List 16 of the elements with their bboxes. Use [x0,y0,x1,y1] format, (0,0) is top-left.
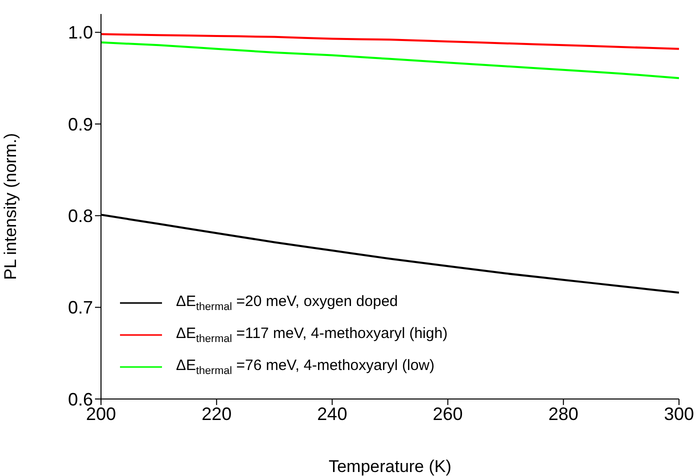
y-tick-label: 0.9 [68,114,93,134]
x-tick-label: 240 [317,404,348,424]
y-axis-title: PL intensity (norm.) [1,133,20,280]
y-tick-label: 0.8 [68,206,93,226]
line-series [101,33,679,50]
x-tick-label: 300 [664,404,694,424]
legend-label: ΔE$_{thermal}$ =117 meV, 4-methoxyaryl (high) [176,325,448,345]
legend-label: ΔE$_{thermal}$ =20 meV, oxygen doped [176,293,398,313]
x-tick-label: 260 [432,404,463,424]
line-series [101,41,679,80]
legend-label: ΔE$_{thermal}$ =76 meV, 4-methoxyaryl (low) [176,357,434,377]
x-axis-title: Temperature (K) [328,457,452,476]
x-tick-label: 280 [548,404,578,424]
x-tick-label: 220 [202,404,232,424]
y-tick-label: 1.0 [68,22,93,43]
y-tick-label: 0.7 [68,298,93,318]
